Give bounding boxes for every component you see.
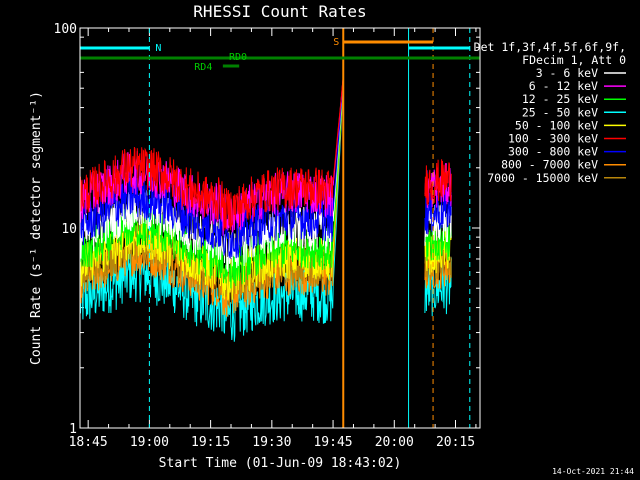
y-axis-label: Count Rate (s⁻¹ detector segment⁻¹) [29,91,44,365]
legend-label: 7000 - 15000 keV [487,171,598,185]
legend-label: 300 - 800 keV [508,145,598,159]
legend-header-1: Det 1f,3f,4f,5f,6f,9f, [474,40,626,54]
saa-label: N [155,43,161,54]
night-label: S [333,37,339,48]
legend-label: 12 - 25 keV [522,92,598,106]
y-tick-label: 100 [54,22,77,37]
y-tick-label: 1 [69,422,77,437]
x-tick-label: 18:45 [69,435,108,450]
x-tick-label: 20:15 [436,435,475,450]
legend-label: 3 - 6 keV [536,66,598,80]
legend-header-2: FDecim 1, Att 0 [522,53,626,67]
x-axis-label: Start Time (01-Jun-09 18:43:02) [159,456,402,471]
series-lines [79,79,452,342]
rd4-label: RD4 [194,62,212,73]
plot-frame [79,27,481,429]
rd0-label: RD0 [229,52,247,63]
x-tick-label: 20:00 [375,435,414,450]
x-tick-label: 19:00 [130,435,169,450]
x-tick-labels: 18:45 19:00 19:15 19:30 19:45 20:00 20:15 [69,435,475,450]
generation-timestamp: 14-Oct-2021 21:44 [552,467,634,476]
legend: Det 1f,3f,4f,5f,6f,9f, FDecim 1, Att 0 3… [474,40,626,185]
legend-label: 100 - 300 keV [508,132,598,146]
y-tick-label: 10 [61,222,77,237]
x-tick-label: 19:15 [191,435,230,450]
legend-label: 800 - 7000 keV [501,158,598,172]
legend-label: 50 - 100 keV [515,118,598,132]
x-tick-label: 19:30 [252,435,291,450]
chart-title: RHESSI Count Rates [193,2,366,21]
x-tick-label: 19:45 [313,435,352,450]
y-tick-labels: 1 10 100 [54,22,77,437]
series-line [79,79,452,231]
legend-label: 6 - 12 keV [529,79,598,93]
legend-label: 25 - 50 keV [522,105,598,119]
